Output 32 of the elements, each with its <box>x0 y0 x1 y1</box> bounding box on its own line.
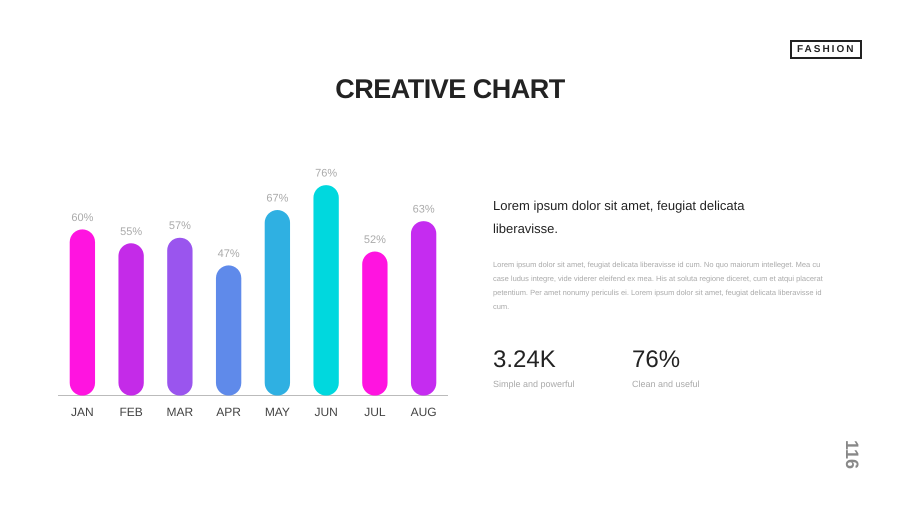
data-label: 76% <box>315 168 338 180</box>
x-tick-label: AUG <box>410 405 437 420</box>
data-label: 55% <box>120 226 142 238</box>
text: 76% <box>632 346 680 374</box>
data-label: 63% <box>412 204 435 216</box>
x-tick-label: MAR <box>166 405 194 420</box>
bar <box>264 210 290 396</box>
bar <box>216 265 242 396</box>
x-tick-label: JAN <box>71 405 94 420</box>
bar <box>70 229 96 396</box>
x-tick-label: JUL <box>364 405 386 420</box>
bar <box>362 252 388 396</box>
chart-title: CREATIVE CHART <box>334 74 566 105</box>
text: FASHION <box>790 40 862 59</box>
text: 3.24K <box>493 346 556 374</box>
data-label: 60% <box>71 212 94 224</box>
bar <box>118 243 144 396</box>
data-label: 52% <box>364 234 386 246</box>
bar <box>313 185 339 396</box>
bar <box>410 221 436 396</box>
x-tick-label: APR <box>216 405 242 420</box>
data-label: 47% <box>218 248 240 260</box>
text: Simple and powerful <box>493 379 575 389</box>
bar <box>167 238 193 396</box>
x-tick-label: FEB <box>119 405 143 420</box>
x-tick-label: MAY <box>264 405 290 420</box>
text: 116 <box>841 440 862 470</box>
data-label: 67% <box>266 192 289 205</box>
data-label: 57% <box>168 220 192 232</box>
text: Clean and useful <box>632 379 700 389</box>
x-tick-label: JUN <box>314 405 338 420</box>
text: Lorem ipsum dolor sit amet, feugiat delicata liberavisse. <box>493 197 746 238</box>
